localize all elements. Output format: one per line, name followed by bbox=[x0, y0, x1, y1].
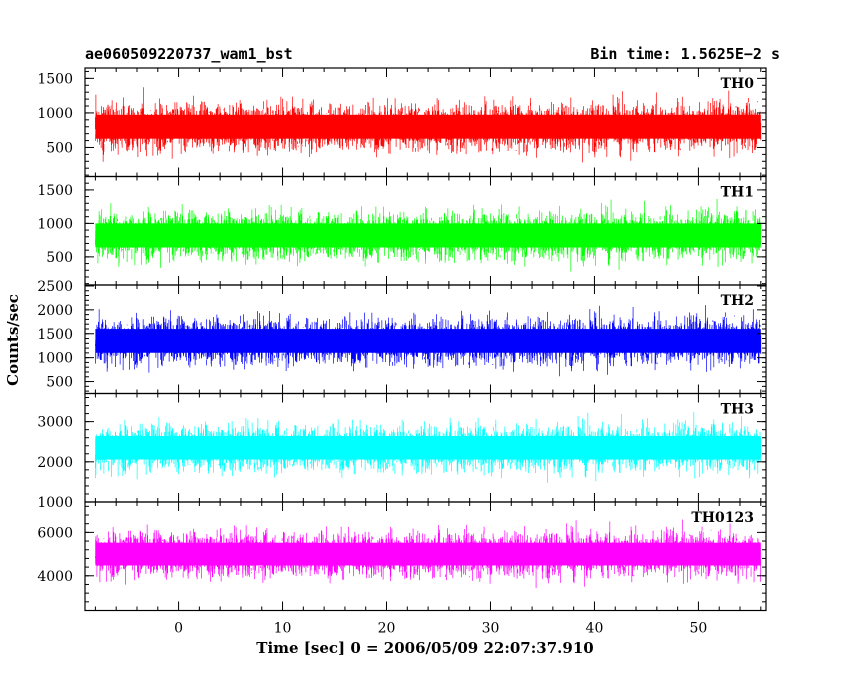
y-tick-label: 500 bbox=[46, 375, 73, 391]
y-tick-label: 1000 bbox=[37, 495, 73, 511]
panel-label-th0: TH0 bbox=[721, 76, 755, 92]
panel-label-th0123: TH0123 bbox=[691, 510, 754, 526]
bin-time-label: Bin time: 1.5625E−2 s bbox=[590, 45, 780, 63]
y-tick-label: 1000 bbox=[37, 106, 73, 122]
panel-th1: 500 1000 1500 TH1 bbox=[37, 175, 767, 286]
series-line-th0123 bbox=[95, 519, 762, 589]
y-tick-label: 3000 bbox=[37, 415, 73, 431]
y-tick-label: 6000 bbox=[37, 525, 73, 541]
y-tick-label: 2500 bbox=[37, 279, 73, 295]
chart-title: ae060509220737_wam1_bst bbox=[85, 45, 293, 63]
y-tick-label: 1500 bbox=[37, 183, 73, 199]
panel-th0: 500 1000 1500 TH0 bbox=[37, 67, 767, 178]
y-axis-label: Counts/sec bbox=[4, 294, 22, 386]
panel-label-th1: TH1 bbox=[721, 185, 754, 201]
x-tick-label: 50 bbox=[690, 621, 708, 637]
y-tick-label: 1000 bbox=[37, 216, 73, 232]
panel-th2: 500 1000 1500 2000 2500 TH2 bbox=[37, 279, 767, 395]
y-tick-label: 2000 bbox=[37, 303, 73, 319]
x-tick-label: 40 bbox=[586, 621, 604, 637]
y-tick-label: 4000 bbox=[37, 569, 73, 585]
y-tick-label: 500 bbox=[46, 140, 73, 156]
series-line-th2 bbox=[95, 305, 762, 377]
x-tick-label: 20 bbox=[378, 621, 396, 637]
y-tick-label: 1500 bbox=[37, 327, 73, 343]
x-tick-label: 10 bbox=[274, 621, 292, 637]
series-line-th3 bbox=[95, 412, 762, 483]
x-tick-label: 0 bbox=[174, 621, 183, 637]
y-tick-label: 1000 bbox=[37, 351, 73, 367]
panel-th0123: 4000 6000 TH0123 bbox=[37, 501, 767, 612]
panel-label-th2: TH2 bbox=[721, 293, 754, 309]
x-axis-label: Time [sec] 0 = 2006/05/09 22:07:37.910 bbox=[256, 639, 593, 657]
y-tick-label: 2000 bbox=[37, 455, 73, 471]
series-line-th1 bbox=[95, 198, 762, 272]
series-line-th0 bbox=[95, 87, 762, 163]
panel-label-th3: TH3 bbox=[721, 402, 754, 418]
panel-th3: 1000 2000 3000 TH3 bbox=[37, 392, 767, 511]
y-tick-label: 500 bbox=[46, 250, 73, 266]
panel-frame bbox=[84, 501, 767, 612]
x-tick-label: 30 bbox=[482, 621, 500, 637]
y-tick-label: 1500 bbox=[37, 71, 73, 87]
